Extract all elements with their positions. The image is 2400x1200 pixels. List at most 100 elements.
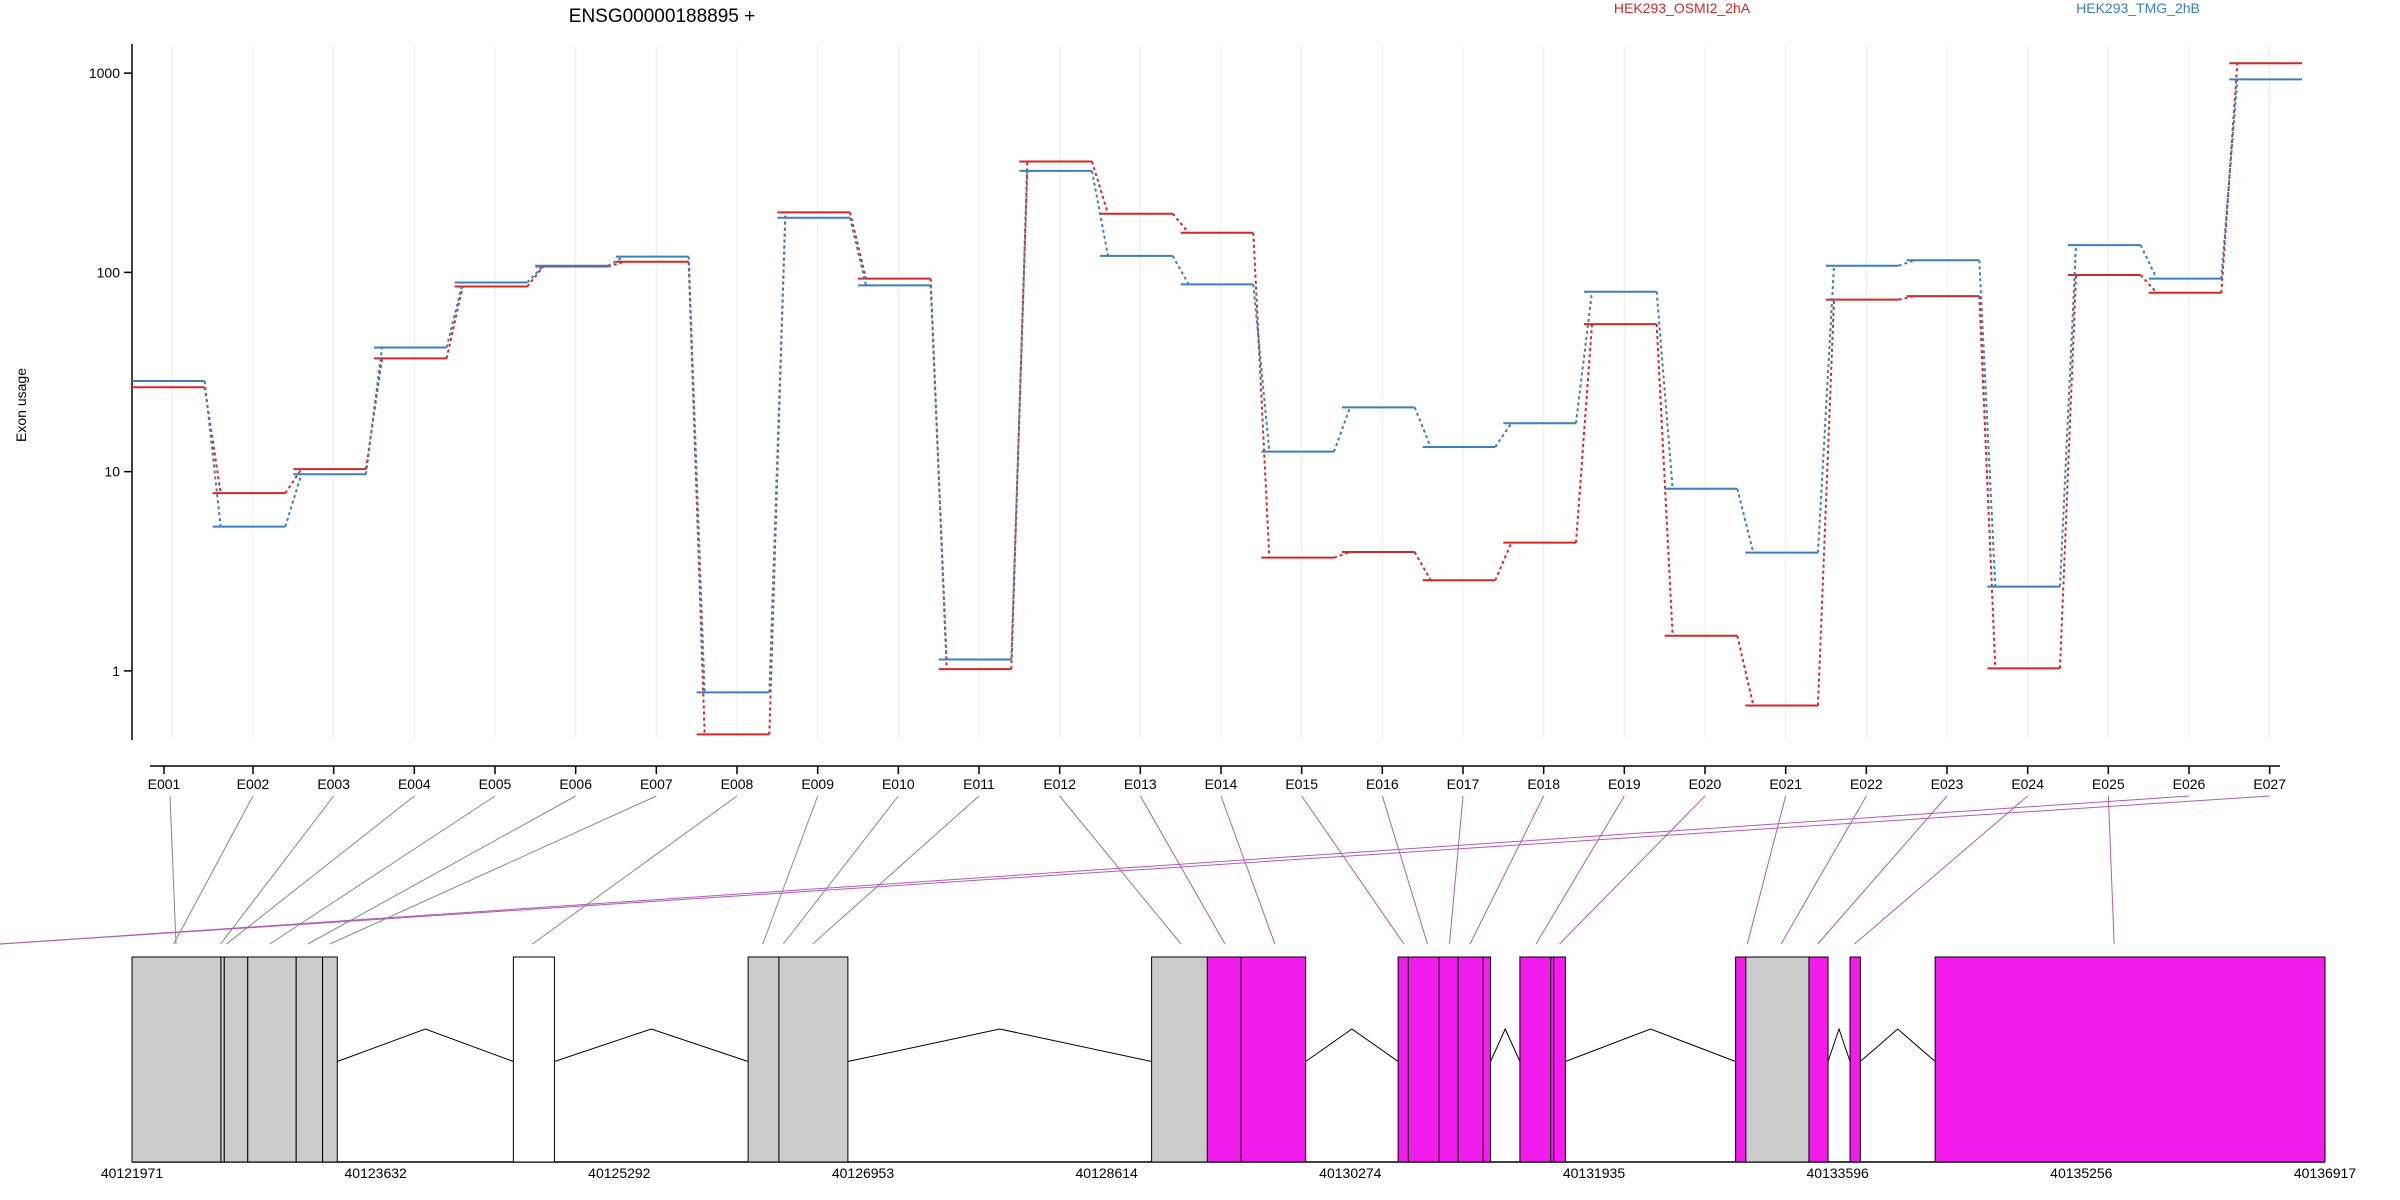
exon-connector [1301, 795, 1405, 945]
genomic-coordinate-label: 40125292 [588, 1165, 651, 1181]
exon-connector [1559, 795, 1706, 945]
series-connector [1655, 324, 1674, 636]
x-tick-label: E022 [1850, 776, 1883, 792]
series-connector [1252, 232, 1271, 558]
exon-connector [1220, 795, 1276, 945]
exon-connector [2107, 795, 2115, 945]
genomic-coordinate-label: 40131935 [1563, 1165, 1626, 1181]
exon-connector [226, 795, 415, 945]
series-connector [1010, 161, 1029, 670]
x-tick-label: E020 [1689, 776, 1722, 792]
exon-connector [220, 795, 335, 945]
exon-connector [1139, 795, 1226, 945]
x-tick-label: E007 [640, 776, 673, 792]
series-connector [1736, 488, 1755, 553]
exon-connector [307, 795, 576, 945]
series-connector [1413, 407, 1432, 448]
exon-block [223, 956, 249, 1163]
exon-connector [532, 795, 738, 945]
series-connector [1171, 255, 1190, 285]
gene-model: 40121971 40123632 40125292 40126953 40128614… [101, 956, 2357, 1181]
genomic-coordinate-label: 40130274 [1319, 1165, 1382, 1181]
series-connector [2059, 245, 2077, 587]
series-connector [1978, 296, 1997, 669]
series-connector [1978, 260, 1997, 587]
intron-line [1305, 1028, 1399, 1062]
exon-block [512, 956, 555, 1163]
series-connector [1091, 161, 1109, 214]
exon-block [131, 956, 222, 1163]
exon-block [247, 956, 297, 1163]
exon-connector [1817, 795, 1948, 945]
genomic-coordinate-label: 40133596 [1807, 1165, 1870, 1181]
legend-entry-osmi2: HEK293_OSMI2_2hA [1614, 0, 1751, 16]
x-tick-label: E009 [801, 776, 834, 792]
exon-block [1553, 956, 1566, 1163]
x-tick-label: E023 [1931, 776, 1964, 792]
exon-block [747, 956, 780, 1163]
series-connector [929, 285, 948, 660]
series-connector [1171, 213, 1190, 234]
y-tick-label: 100 [97, 264, 121, 280]
exon-block [1735, 956, 1747, 1163]
exon-block [1482, 956, 1492, 1163]
genomic-coordinate-label: 40128614 [1076, 1165, 1139, 1181]
genomic-coordinate-label: 40126953 [832, 1165, 895, 1181]
x-tick-label: E005 [479, 776, 512, 792]
exon-connector [173, 795, 254, 945]
exon-connector [169, 795, 177, 945]
genomic-coordinate-label: 40136917 [2294, 1165, 2357, 1181]
exon-connector [782, 795, 899, 945]
exon-block [778, 956, 849, 1163]
intron-line [337, 1028, 514, 1062]
x-tick-label: E016 [1366, 776, 1399, 792]
exon-block [1457, 956, 1484, 1163]
x-tick-label: E004 [398, 776, 431, 792]
x-tick-label: E015 [1285, 776, 1318, 792]
exon-block [1151, 956, 1208, 1163]
series-connector [2059, 274, 2077, 669]
series-connector [768, 212, 787, 735]
exon-connector [329, 795, 657, 945]
series-connector [1494, 422, 1513, 448]
series-connector [1655, 291, 1674, 489]
x-tick-label: E026 [2173, 776, 2206, 792]
exon-usage-plot: 1 10 100 1000 E001 E002 E003 E004 E005 E006 E007 E0… [89, 44, 2302, 792]
x-tick-label: E019 [1608, 776, 1641, 792]
series-connector [365, 347, 383, 475]
exon-block [1397, 956, 1409, 1163]
series-connector [2139, 274, 2158, 294]
x-tick-label: E013 [1124, 776, 1157, 792]
series-connector [1736, 635, 1755, 706]
series-connector [203, 387, 222, 494]
x-tick-label: E018 [1527, 776, 1560, 792]
series-connector [1333, 407, 1351, 452]
exon-connector [812, 795, 980, 945]
y-tick-label: 1000 [89, 65, 120, 81]
exon-block [1808, 956, 1829, 1163]
exon-block [295, 956, 324, 1163]
exon-connector [1535, 795, 1625, 945]
x-tick-label: E012 [1043, 776, 1076, 792]
legend-entry-tmg: HEK293_TMG_2hB [2076, 0, 2200, 16]
exon-connector [0, 795, 2270, 945]
x-tick-label: E010 [882, 776, 915, 792]
intron-line [1827, 1027, 1851, 1062]
series-connector [1091, 170, 1109, 257]
y-axis-label: Exon usage [13, 368, 29, 442]
exon-connector [1746, 795, 1787, 945]
series-connector [284, 468, 303, 494]
series-connector [1575, 291, 1593, 424]
series-connector [1252, 284, 1271, 452]
series-connector [1575, 324, 1593, 543]
x-tick-label: E014 [1205, 776, 1238, 792]
exon-connector [1059, 795, 1182, 945]
intron-line [1565, 1028, 1736, 1062]
genomic-coordinate-label: 40135256 [2050, 1165, 2113, 1181]
x-tick-label: E001 [148, 776, 181, 792]
intron-line [847, 1028, 1152, 1062]
series-connector [445, 286, 464, 359]
series-connector [203, 380, 222, 527]
exon-connector [1381, 795, 1428, 945]
series-connector [687, 256, 706, 693]
